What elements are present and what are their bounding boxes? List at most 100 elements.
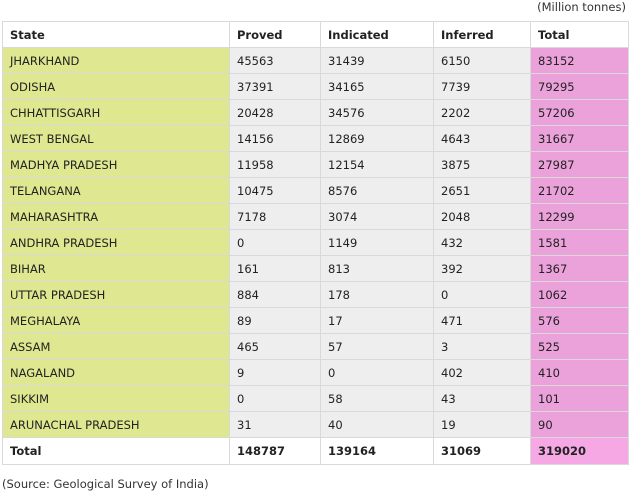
inferred-cell: 432 [433,229,531,256]
inferred-cell: 2202 [433,99,531,126]
total-cell: 1367 [530,255,629,282]
total-cell: 1062 [530,281,629,308]
state-cell: NAGALAND [2,359,230,386]
indicated-cell: 3074 [320,203,434,230]
inferred-cell: 3875 [433,151,531,178]
proved-cell: 14156 [229,125,321,152]
proved-cell: 884 [229,281,321,308]
state-cell: MAHARASHTRA [2,203,230,230]
table-row: JHARKHAND 45563 31439 6150 83152 [2,47,629,74]
proved-cell: 10475 [229,177,321,204]
total-cell: 31667 [530,125,629,152]
proved-cell: 45563 [229,47,321,74]
table-row: ODISHA 37391 34165 7739 79295 [2,73,629,100]
total-cell: 101 [530,385,629,412]
total-cell: 83152 [530,47,629,74]
proved-cell: 20428 [229,99,321,126]
proved-cell: 465 [229,333,321,360]
column-header-inferred: Inferred [433,21,531,48]
grand-total-cell: 319020 [530,437,629,465]
proved-cell: 31 [229,411,321,438]
total-cell: 57206 [530,99,629,126]
total-cell: 1581 [530,229,629,256]
proved-cell: 161 [229,255,321,282]
table-row: MAHARASHTRA 7178 3074 2048 12299 [2,203,629,230]
total-indicated-cell: 139164 [320,437,434,465]
total-cell: 525 [530,333,629,360]
indicated-cell: 31439 [320,47,434,74]
column-header-proved: Proved [229,21,321,48]
inferred-cell: 471 [433,307,531,334]
inferred-cell: 3 [433,333,531,360]
indicated-cell: 12869 [320,125,434,152]
indicated-cell: 17 [320,307,434,334]
indicated-cell: 34165 [320,73,434,100]
unit-note: (Million tonnes) [537,0,626,14]
total-cell: 90 [530,411,629,438]
proved-cell: 0 [229,229,321,256]
indicated-cell: 12154 [320,151,434,178]
indicated-cell: 8576 [320,177,434,204]
coal-reserves-table: State Proved Indicated Inferred Total JH… [2,21,629,465]
indicated-cell: 1149 [320,229,434,256]
proved-cell: 11958 [229,151,321,178]
table-row: CHHATTISGARH 20428 34576 2202 57206 [2,99,629,126]
table-row: MEGHALAYA 89 17 471 576 [2,307,629,334]
inferred-cell: 6150 [433,47,531,74]
table-row: BIHAR 161 813 392 1367 [2,255,629,282]
state-cell: UTTAR PRADESH [2,281,230,308]
inferred-cell: 7739 [433,73,531,100]
indicated-cell: 40 [320,411,434,438]
state-cell: BIHAR [2,255,230,282]
state-cell: ARUNACHAL PRADESH [2,411,230,438]
indicated-cell: 34576 [320,99,434,126]
table-row: MADHYA PRADESH 11958 12154 3875 27987 [2,151,629,178]
table-row: NAGALAND 9 0 402 410 [2,359,629,386]
proved-cell: 89 [229,307,321,334]
state-cell: MEGHALAYA [2,307,230,334]
state-cell: ODISHA [2,73,230,100]
inferred-cell: 2651 [433,177,531,204]
column-header-total: Total [530,21,629,48]
source-note: (Source: Geological Survey of India) [2,477,209,491]
table-row: WEST BENGAL 14156 12869 4643 31667 [2,125,629,152]
proved-cell: 7178 [229,203,321,230]
total-cell: 12299 [530,203,629,230]
inferred-cell: 43 [433,385,531,412]
inferred-cell: 4643 [433,125,531,152]
table-row: ARUNACHAL PRADESH 31 40 19 90 [2,411,629,438]
column-header-indicated: Indicated [320,21,434,48]
indicated-cell: 57 [320,333,434,360]
proved-cell: 0 [229,385,321,412]
inferred-cell: 0 [433,281,531,308]
table-row: SIKKIM 0 58 43 101 [2,385,629,412]
indicated-cell: 0 [320,359,434,386]
indicated-cell: 178 [320,281,434,308]
state-cell: SIKKIM [2,385,230,412]
total-cell: 21702 [530,177,629,204]
state-cell: JHARKHAND [2,47,230,74]
proved-cell: 9 [229,359,321,386]
header-row: State Proved Indicated Inferred Total [2,21,629,48]
table-row: ASSAM 465 57 3 525 [2,333,629,360]
indicated-cell: 58 [320,385,434,412]
inferred-cell: 2048 [433,203,531,230]
proved-cell: 37391 [229,73,321,100]
total-row: Total 148787 139164 31069 319020 [2,437,629,465]
total-proved-cell: 148787 [229,437,321,465]
state-cell: ASSAM [2,333,230,360]
total-cell: 27987 [530,151,629,178]
table-row: TELANGANA 10475 8576 2651 21702 [2,177,629,204]
state-cell: ANDHRA PRADESH [2,229,230,256]
table-row: ANDHRA PRADESH 0 1149 432 1581 [2,229,629,256]
state-cell: WEST BENGAL [2,125,230,152]
state-cell: TELANGANA [2,177,230,204]
total-cell: 576 [530,307,629,334]
indicated-cell: 813 [320,255,434,282]
total-inferred-cell: 31069 [433,437,531,465]
inferred-cell: 392 [433,255,531,282]
total-cell: 410 [530,359,629,386]
total-row-label: Total [2,437,230,465]
state-cell: MADHYA PRADESH [2,151,230,178]
table-row: UTTAR PRADESH 884 178 0 1062 [2,281,629,308]
